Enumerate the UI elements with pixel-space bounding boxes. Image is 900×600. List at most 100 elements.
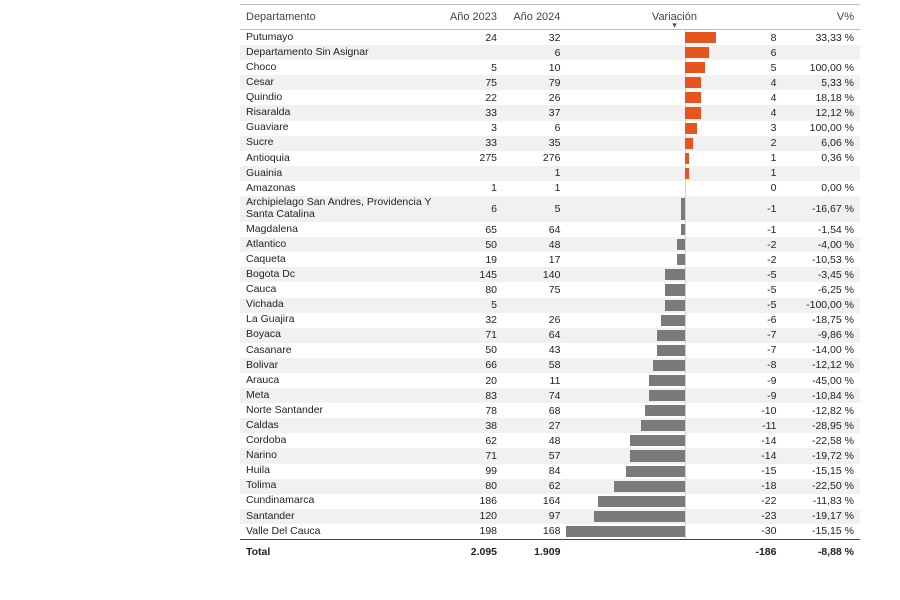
cell-pct: -16,67 %: [782, 196, 860, 222]
cell-pct: -10,84 %: [782, 388, 860, 403]
header-row: Departamento Año 2023 Año 2024 Variación…: [240, 5, 860, 30]
table-row: Departamento Sin Asignar66: [240, 45, 860, 60]
cell-pct: -12,82 %: [782, 403, 860, 418]
cell-pct: -4,00 %: [782, 237, 860, 252]
cell-variation-value: 5: [743, 60, 783, 75]
cell-dept: Guainia: [240, 166, 440, 181]
cell-2024: 6: [503, 45, 566, 60]
cell-variation-value: 4: [743, 75, 783, 90]
table-row: Quindio2226418,18 %: [240, 90, 860, 105]
variation-bar: [641, 420, 684, 431]
table-row: Antioquia27527610,36 %: [240, 151, 860, 166]
cell-variation-bar: [566, 358, 742, 373]
cell-variation-bar: [566, 30, 742, 46]
table-row: Norte Santander7868-10-12,82 %: [240, 403, 860, 418]
cell-dept: Boyaca: [240, 328, 440, 343]
cell-2023: 80: [440, 479, 503, 494]
cell-dept: Cundinamarca: [240, 494, 440, 509]
cell-pct: -22,50 %: [782, 479, 860, 494]
cell-variation-value: 2: [743, 136, 783, 151]
cell-2024: 74: [503, 388, 566, 403]
variation-bar: [685, 47, 709, 58]
cell-2024: 64: [503, 328, 566, 343]
cell-variation-value: 3: [743, 121, 783, 136]
cell-2023: 83: [440, 388, 503, 403]
cell-2023: 71: [440, 448, 503, 463]
cell-pct: 33,33 %: [782, 30, 860, 46]
table-row: Amazonas1100,00 %: [240, 181, 860, 196]
header-2024[interactable]: Año 2024: [503, 5, 566, 30]
table-row: Guaviare363100,00 %: [240, 121, 860, 136]
cell-dept: Guaviare: [240, 121, 440, 136]
cell-variation-value: -2: [743, 252, 783, 267]
table-row: Cundinamarca186164-22-11,83 %: [240, 494, 860, 509]
variation-bar: [645, 405, 684, 416]
cell-variation-bar: [566, 479, 742, 494]
table-row: Bogota Dc145140-5-3,45 %: [240, 267, 860, 282]
total-2023: 2.095: [440, 540, 503, 562]
cell-2024: 62: [503, 479, 566, 494]
cell-2024: 84: [503, 464, 566, 479]
table-body: Putumayo2432833,33 %Departamento Sin Asi…: [240, 30, 860, 540]
cell-2023: 78: [440, 403, 503, 418]
variation-bar: [594, 511, 685, 522]
cell-2023: 33: [440, 105, 503, 120]
cell-pct: 12,12 %: [782, 105, 860, 120]
table-row: Boyaca7164-7-9,86 %: [240, 328, 860, 343]
cell-pct: 0,00 %: [782, 181, 860, 196]
cell-variation-value: -5: [743, 298, 783, 313]
cell-dept: Huila: [240, 464, 440, 479]
cell-2024: 37: [503, 105, 566, 120]
table-row: Caqueta1917-2-10,53 %: [240, 252, 860, 267]
table-row: Choco5105100,00 %: [240, 60, 860, 75]
cell-pct: -12,12 %: [782, 358, 860, 373]
cell-2023: 5: [440, 298, 503, 313]
cell-2023: 19: [440, 252, 503, 267]
cell-pct: -15,15 %: [782, 524, 860, 540]
cell-2024: 48: [503, 237, 566, 252]
cell-2024: 75: [503, 282, 566, 297]
table-row: Putumayo2432833,33 %: [240, 30, 860, 46]
cell-dept: Narino: [240, 448, 440, 463]
cell-2023: 62: [440, 433, 503, 448]
cell-dept: Bolivar: [240, 358, 440, 373]
variation-bar: [685, 92, 701, 103]
cell-variation-value: 4: [743, 105, 783, 120]
cell-dept: Sucre: [240, 136, 440, 151]
cell-variation-bar: [566, 252, 742, 267]
header-dept[interactable]: Departamento: [240, 5, 440, 30]
cell-pct: 100,00 %: [782, 60, 860, 75]
cell-2024: 5: [503, 196, 566, 222]
variation-bar: [681, 198, 685, 220]
cell-variation-bar: [566, 181, 742, 196]
cell-2023: 32: [440, 313, 503, 328]
cell-2024: 26: [503, 313, 566, 328]
table-row: Cauca8075-5-6,25 %: [240, 282, 860, 297]
header-2023[interactable]: Año 2023: [440, 5, 503, 30]
table-row: Caldas3827-11-28,95 %: [240, 418, 860, 433]
table-row: Atlantico5048-2-4,00 %: [240, 237, 860, 252]
table-row: Meta8374-9-10,84 %: [240, 388, 860, 403]
cell-dept: Antioquia: [240, 151, 440, 166]
cell-variation-bar: [566, 418, 742, 433]
cell-variation-bar: [566, 151, 742, 166]
variation-bar: [685, 138, 693, 149]
variation-bar: [661, 315, 685, 326]
cell-variation-value: -18: [743, 479, 783, 494]
header-pct[interactable]: V%: [782, 5, 860, 30]
cell-2023: 6: [440, 196, 503, 222]
cell-variation-bar: [566, 403, 742, 418]
cell-2024: 26: [503, 90, 566, 105]
cell-dept: Meta: [240, 388, 440, 403]
cell-2023: [440, 166, 503, 181]
variation-bar: [665, 269, 685, 280]
cell-variation-value: -11: [743, 418, 783, 433]
cell-dept: Santander: [240, 509, 440, 524]
total-label: Total: [240, 540, 440, 562]
cell-pct: 18,18 %: [782, 90, 860, 105]
cell-variation-bar: [566, 343, 742, 358]
header-variation[interactable]: Variación: [566, 5, 782, 30]
cell-2023: 99: [440, 464, 503, 479]
cell-2024: 48: [503, 433, 566, 448]
cell-2024: 276: [503, 151, 566, 166]
